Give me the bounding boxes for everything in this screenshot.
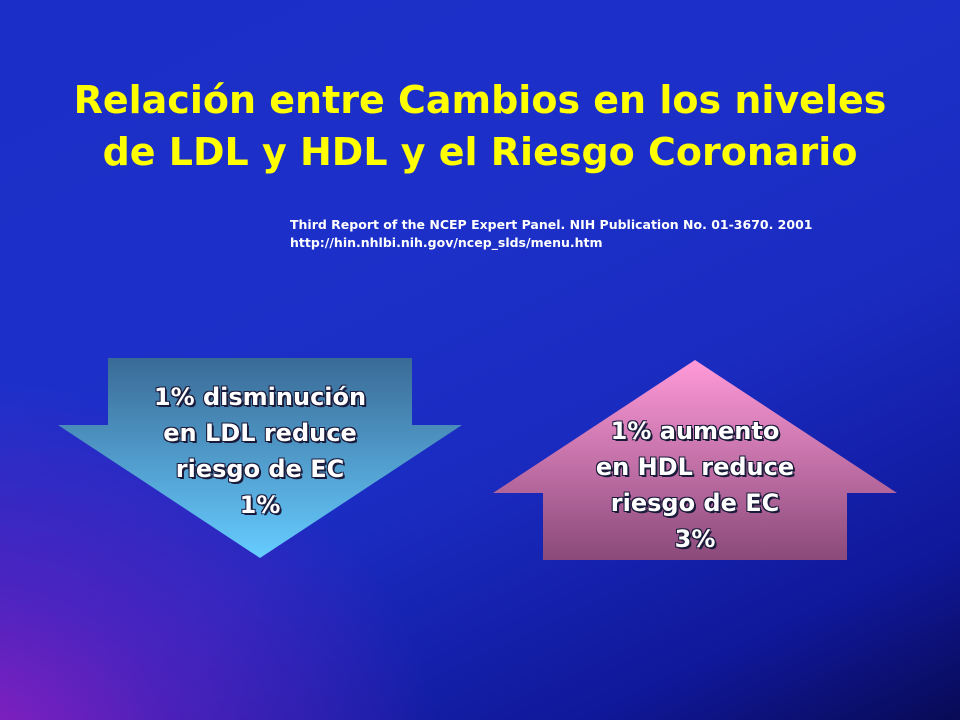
slide-title: Relación entre Cambios en los niveles de… bbox=[0, 74, 960, 178]
hdl-text-line-3: riesgo de EC bbox=[610, 489, 780, 517]
hdl-up-arrow-shape bbox=[493, 360, 897, 560]
ldl-arrow-text: 1% disminución en LDL reduce riesgo de E… bbox=[110, 379, 410, 523]
ldl-down-arrow-shape bbox=[58, 358, 462, 558]
reference-url: http://hin.nhlbi.nih.gov/ncep_slds/menu.… bbox=[290, 235, 603, 250]
hdl-text-line-4: 3% bbox=[674, 525, 716, 553]
ldl-text-line-1: 1% disminución bbox=[153, 383, 367, 411]
hdl-text-line-1: 1% aumento bbox=[610, 417, 780, 445]
reference-line-1: Third Report of the NCEP Expert Panel. N… bbox=[290, 217, 813, 232]
slide-title-line-1: Relación entre Cambios en los niveles bbox=[73, 78, 887, 122]
ldl-text-line-3: riesgo de EC bbox=[175, 455, 345, 483]
ldl-text-line-4: 1% bbox=[239, 491, 281, 519]
hdl-text-line-2: en HDL reduce bbox=[595, 453, 795, 481]
ldl-text-line-2: en LDL reduce bbox=[163, 419, 357, 447]
reference-citation: Third Report of the NCEP Expert Panel. N… bbox=[290, 216, 812, 252]
hdl-arrow-text: 1% aumento en HDL reduce riesgo de EC 3% bbox=[545, 413, 845, 557]
slide-title-line-2: de LDL y HDL y el Riesgo Coronario bbox=[102, 130, 858, 174]
